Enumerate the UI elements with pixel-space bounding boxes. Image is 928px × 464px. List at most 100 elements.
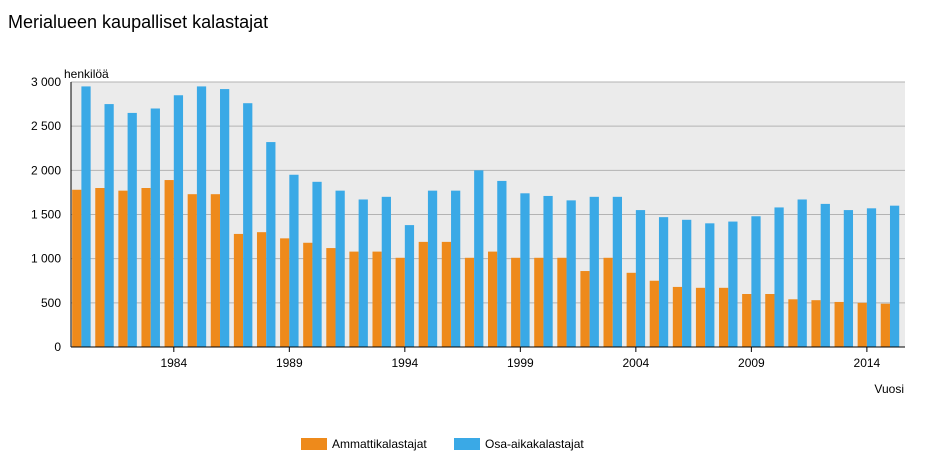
legend-label: Osa-aikakalastajat xyxy=(485,437,584,451)
legend-label: Ammattikalastajat xyxy=(332,437,427,451)
bar-ammattikalastajat-2014 xyxy=(857,302,867,347)
bar-ammattikalastajat-2009 xyxy=(742,294,752,347)
bar-osa-aikakalastajat-1988 xyxy=(266,142,276,347)
bar-ammattikalastajat-1992 xyxy=(349,251,359,347)
bar-osa-aikakalastajat-2001 xyxy=(566,200,576,347)
bar-ammattikalastajat-2013 xyxy=(834,301,844,347)
bar-osa-aikakalastajat-1994 xyxy=(404,225,415,347)
y-tick-label: 3 000 xyxy=(31,75,61,89)
bar-ammattikalastajat-1993 xyxy=(372,251,382,347)
chart-title: Merialueen kaupalliset kalastajat xyxy=(8,12,269,32)
bar-ammattikalastajat-1986 xyxy=(210,194,221,347)
x-axis: 1984 1989 1994 1999 2004 2009 2014 xyxy=(160,347,881,370)
bar-ammattikalastajat-2001 xyxy=(557,257,567,347)
bar-ammattikalastajat-1996 xyxy=(441,241,452,347)
bar-ammattikalastajat-1988 xyxy=(256,232,267,347)
bars xyxy=(72,86,900,348)
legend-swatch-ammattikalastajat xyxy=(301,438,327,450)
bar-ammattikalastajat-2007 xyxy=(695,287,706,347)
bar-ammattikalastajat-1983 xyxy=(141,188,151,347)
bar-osa-aikakalastajat-1989 xyxy=(289,174,299,347)
y-axis: 0 500 1 000 1 500 2 000 2 500 3 000 xyxy=(31,75,905,354)
bar-ammattikalastajat-1991 xyxy=(326,248,336,347)
bar-osa-aikakalastajat-1999 xyxy=(520,193,530,347)
bar-ammattikalastajat-2012 xyxy=(811,300,821,347)
bar-osa-aikakalastajat-1987 xyxy=(243,103,253,347)
bar-ammattikalastajat-2005 xyxy=(649,280,659,347)
bar-osa-aikakalastajat-1996 xyxy=(451,190,461,347)
bar-osa-aikakalastajat-1985 xyxy=(196,86,207,348)
bar-ammattikalastajat-1999 xyxy=(511,257,521,347)
legend: Ammattikalastajat Osa-aikakalastajat xyxy=(0,437,928,453)
bar-ammattikalastajat-1994 xyxy=(395,257,405,347)
bar-osa-aikakalastajat-2009 xyxy=(751,216,761,347)
y-tick-label: 1 500 xyxy=(31,208,61,222)
bar-ammattikalastajat-1980 xyxy=(72,189,82,347)
legend-item-ammattikalastajat: Ammattikalastajat xyxy=(301,437,427,451)
bar-ammattikalastajat-1985 xyxy=(187,194,197,347)
bar-ammattikalastajat-1995 xyxy=(418,241,428,347)
bar-ammattikalastajat-2008 xyxy=(719,287,729,347)
y-tick-label: 1 000 xyxy=(31,252,61,266)
bar-osa-aikakalastajat-1992 xyxy=(358,199,368,347)
x-axis-label: Vuosi xyxy=(874,382,904,396)
bar-osa-aikakalastajat-1995 xyxy=(427,190,438,347)
bar-ammattikalastajat-2006 xyxy=(672,286,683,347)
x-tick-label: 1994 xyxy=(391,356,418,370)
x-tick-label: 2009 xyxy=(738,356,765,370)
bar-osa-aikakalastajat-1997 xyxy=(474,170,484,347)
y-tick-label: 2 500 xyxy=(31,119,61,133)
bar-osa-aikakalastajat-1982 xyxy=(127,112,137,348)
bar-ammattikalastajat-1998 xyxy=(488,251,498,347)
bar-osa-aikakalastajat-2010 xyxy=(774,207,784,347)
bar-osa-aikakalastajat-1983 xyxy=(150,108,160,347)
bar-osa-aikakalastajat-2000 xyxy=(543,195,553,347)
bar-osa-aikakalastajat-1980 xyxy=(81,86,91,348)
x-tick-label: 2014 xyxy=(854,356,881,370)
bar-ammattikalastajat-2002 xyxy=(580,271,590,347)
bar-osa-aikakalastajat-2005 xyxy=(658,217,669,347)
bar-osa-aikakalastajat-1998 xyxy=(497,180,507,347)
legend-swatch-osa-aikakalastajat xyxy=(454,438,480,450)
bar-osa-aikakalastajat-2011 xyxy=(797,199,807,347)
bar-osa-aikakalastajat-2004 xyxy=(635,210,646,347)
bar-osa-aikakalastajat-2002 xyxy=(589,196,599,347)
bar-ammattikalastajat-1987 xyxy=(233,233,244,347)
y-axis-label: henkilöä xyxy=(64,67,109,81)
bar-osa-aikakalastajat-2014 xyxy=(866,208,877,347)
bar-ammattikalastajat-2015 xyxy=(880,303,890,347)
bar-ammattikalastajat-2000 xyxy=(534,257,544,347)
bar-ammattikalastajat-1997 xyxy=(464,257,475,347)
bar-osa-aikakalastajat-1990 xyxy=(312,181,322,347)
bar-osa-aikakalastajat-2012 xyxy=(820,203,830,347)
legend-item-osa-aikakalastajat: Osa-aikakalastajat xyxy=(454,437,584,451)
y-tick-label: 0 xyxy=(54,340,61,354)
bar-ammattikalastajat-2011 xyxy=(788,299,798,347)
bar-osa-aikakalastajat-1986 xyxy=(220,89,230,348)
bar-ammattikalastajat-1981 xyxy=(95,188,105,347)
bar-ammattikalastajat-2004 xyxy=(626,272,636,347)
bar-osa-aikakalastajat-2008 xyxy=(728,221,738,347)
bar-ammattikalastajat-1982 xyxy=(118,190,128,347)
bar-osa-aikakalastajat-2013 xyxy=(843,210,854,347)
y-tick-label: 2 000 xyxy=(31,163,61,177)
y-tick-label: 500 xyxy=(41,296,61,310)
bar-osa-aikakalastajat-2003 xyxy=(612,196,622,347)
bar-ammattikalastajat-1989 xyxy=(280,238,290,347)
bar-osa-aikakalastajat-1984 xyxy=(173,95,184,347)
bar-ammattikalastajat-1990 xyxy=(303,242,313,347)
bar-ammattikalastajat-2003 xyxy=(603,257,613,347)
bar-osa-aikakalastajat-1991 xyxy=(335,190,345,347)
bar-osa-aikakalastajat-2015 xyxy=(889,205,900,347)
x-tick-label: 1999 xyxy=(507,356,534,370)
bar-ammattikalastajat-1984 xyxy=(164,180,174,347)
bar-osa-aikakalastajat-2006 xyxy=(682,219,692,347)
bar-osa-aikakalastajat-1993 xyxy=(381,196,391,347)
x-tick-label: 2004 xyxy=(623,356,650,370)
x-tick-label: 1989 xyxy=(276,356,303,370)
x-tick-label: 1984 xyxy=(160,356,187,370)
bar-ammattikalastajat-2010 xyxy=(765,294,775,347)
bar-osa-aikakalastajat-1981 xyxy=(104,104,114,347)
bar-osa-aikakalastajat-2007 xyxy=(705,223,715,347)
